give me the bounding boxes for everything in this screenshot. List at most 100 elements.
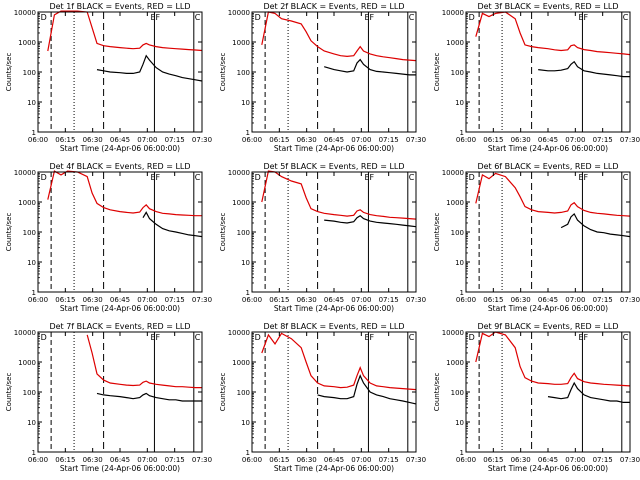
panel-title: Det 2f BLACK = Events, RED = LLD — [263, 2, 404, 11]
segment-marker-label: F — [583, 173, 588, 182]
y-tick-label: 1 — [246, 289, 250, 297]
x-tick-label: 07:00 — [565, 456, 585, 464]
lld-series-line — [475, 331, 631, 387]
segment-marker-label: E — [579, 13, 584, 22]
x-tick-label: 07:30 — [406, 296, 426, 304]
y-tick-label: 1000 — [446, 199, 464, 207]
x-tick-label: 07:15 — [165, 136, 185, 144]
x-tick-label: 06:45 — [324, 456, 344, 464]
x-axis-label: Start Time (24-Apr-06 06:00:00) — [274, 144, 394, 153]
x-tick-label: 06:45 — [324, 296, 344, 304]
x-tick-label: 06:15 — [55, 296, 75, 304]
segment-marker-label: C — [195, 333, 201, 342]
segment-marker-label: E — [151, 333, 156, 342]
x-tick-label: 06:30 — [83, 456, 103, 464]
plot-frame — [465, 11, 631, 133]
y-tick-label: 100 — [451, 389, 464, 397]
plot-frame — [251, 11, 417, 133]
y-tick-label: 10 — [27, 99, 36, 107]
segment-marker-label: F — [369, 333, 374, 342]
x-tick-label: 06:45 — [538, 136, 558, 144]
x-axis-label: Start Time (24-Apr-06 06:00:00) — [488, 304, 608, 313]
x-tick-label: 07:00 — [351, 296, 371, 304]
y-tick-label: 100 — [451, 229, 464, 237]
x-tick-label: 06:45 — [110, 136, 130, 144]
x-axis-label: Start Time (24-Apr-06 06:00:00) — [60, 304, 180, 313]
y-tick-label: 10 — [455, 259, 464, 267]
x-tick-label: 06:00 — [456, 296, 476, 304]
segment-marker-label: D — [41, 333, 47, 342]
lld-series-line — [47, 170, 202, 217]
segment-marker-label: E — [579, 173, 584, 182]
y-tick-label: 1 — [246, 449, 250, 457]
x-tick-label: 06:45 — [538, 456, 558, 464]
segment-marker-label: D — [41, 13, 47, 22]
segment-marker-label: F — [369, 13, 374, 22]
y-tick-label: 10000 — [228, 329, 250, 337]
panel-title: Det 3f BLACK = Events, RED = LLD — [477, 2, 618, 11]
x-tick-label: 06:00 — [242, 456, 262, 464]
x-tick-label: 06:15 — [269, 296, 289, 304]
y-tick-label: 1 — [460, 449, 464, 457]
y-tick-label: 10 — [27, 259, 36, 267]
x-axis-label: Start Time (24-Apr-06 06:00:00) — [488, 464, 608, 473]
events-series-line — [324, 58, 416, 76]
plot-frame — [37, 331, 203, 453]
segment-marker-label: E — [365, 13, 370, 22]
segment-marker-label: C — [195, 173, 201, 182]
x-tick-label: 07:15 — [379, 136, 399, 144]
x-tick-label: 07:30 — [192, 296, 212, 304]
y-tick-label: 1000 — [18, 359, 36, 367]
plot-frame — [465, 171, 631, 293]
segment-marker-label: F — [155, 173, 160, 182]
x-axis-label: Start Time (24-Apr-06 06:00:00) — [488, 144, 608, 153]
x-tick-label: 06:00 — [28, 296, 48, 304]
y-tick-label: 100 — [237, 229, 250, 237]
y-tick-label: 1000 — [18, 199, 36, 207]
lld-series-line — [475, 172, 631, 217]
x-tick-label: 07:30 — [620, 136, 640, 144]
panel-title: Det 4f BLACK = Events, RED = LLD — [49, 162, 190, 171]
events-series-line — [560, 212, 631, 238]
segment-marker-label: C — [195, 13, 201, 22]
x-tick-label: 06:15 — [483, 296, 503, 304]
panel-title: Det 6f BLACK = Events, RED = LLD — [477, 162, 618, 171]
x-tick-label: 07:30 — [192, 136, 212, 144]
x-tick-label: 06:45 — [110, 456, 130, 464]
x-tick-label: 07:30 — [620, 456, 640, 464]
x-tick-label: 06:15 — [483, 136, 503, 144]
x-tick-label: 06:30 — [511, 296, 531, 304]
segment-marker-label: C — [409, 173, 415, 182]
x-tick-label: 07:00 — [565, 296, 585, 304]
y-tick-label: 10000 — [228, 9, 250, 17]
segment-marker-label: C — [623, 13, 629, 22]
panel-title: Det 1f BLACK = Events, RED = LLD — [49, 2, 190, 11]
y-tick-label: 1000 — [446, 359, 464, 367]
x-axis-label: Start Time (24-Apr-06 06:00:00) — [274, 304, 394, 313]
x-tick-label: 06:30 — [83, 296, 103, 304]
y-tick-label: 10000 — [14, 329, 36, 337]
segment-marker-label: C — [623, 333, 629, 342]
segment-marker-label: F — [583, 13, 588, 22]
x-tick-label: 07:30 — [192, 456, 212, 464]
y-axis-label: Counts/sec — [219, 373, 227, 412]
y-tick-label: 10 — [455, 99, 464, 107]
y-tick-label: 10000 — [14, 9, 36, 17]
segment-marker-label: F — [583, 333, 588, 342]
x-tick-label: 06:30 — [83, 136, 103, 144]
x-tick-label: 06:30 — [511, 456, 531, 464]
y-tick-label: 100 — [23, 389, 36, 397]
events-series-line — [324, 214, 417, 228]
segment-marker-label: F — [155, 333, 160, 342]
events-series-line — [538, 60, 630, 78]
y-tick-label: 10 — [27, 419, 36, 427]
segment-marker-label: E — [365, 333, 370, 342]
segment-marker-label: D — [255, 13, 261, 22]
x-tick-label: 07:15 — [165, 456, 185, 464]
